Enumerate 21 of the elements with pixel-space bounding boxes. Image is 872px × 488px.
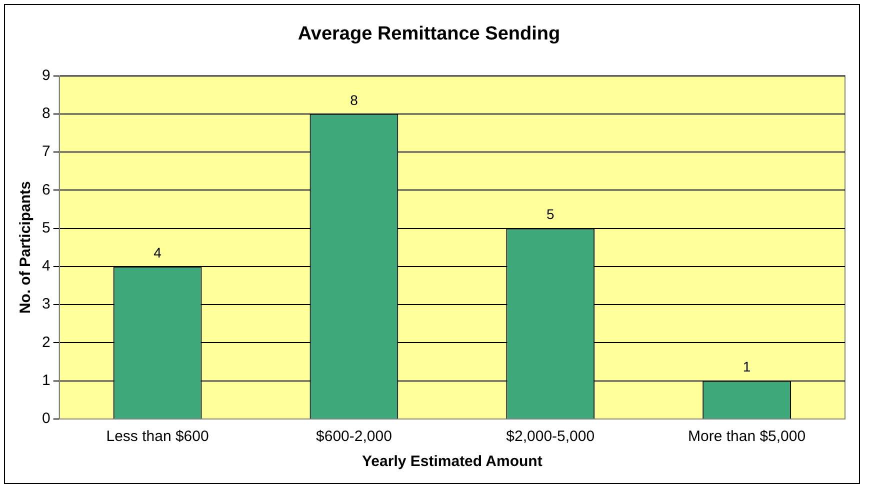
x-axis-title: Yearly Estimated Amount: [362, 453, 542, 470]
y-tick-label: 6: [42, 181, 50, 198]
y-tick-label: 9: [42, 66, 50, 84]
x-tick-label: More than $5,000: [688, 428, 806, 446]
y-tick-label: 7: [42, 143, 50, 160]
y-tick-label: 2: [42, 334, 50, 351]
y-tick-label: 5: [42, 219, 50, 236]
data-label: 4: [154, 244, 162, 260]
x-tick-label: Less than $600: [106, 428, 209, 446]
y-axis-title: No. of Participants: [17, 181, 34, 314]
y-tick-label: 0: [42, 410, 50, 428]
x-tick-label: $2,000-5,000: [506, 428, 595, 446]
x-tick-label: $600-2,000: [316, 428, 392, 446]
y-tick-label: 4: [42, 258, 50, 275]
data-label: 8: [350, 92, 358, 108]
y-tick-label: 3: [42, 296, 50, 313]
data-label: 5: [546, 206, 554, 222]
data-label: 1: [742, 358, 751, 375]
chart-title: Average Remittance Sending: [298, 24, 560, 45]
y-tick-label: 8: [42, 105, 50, 122]
y-tick-label: 1: [42, 372, 50, 390]
